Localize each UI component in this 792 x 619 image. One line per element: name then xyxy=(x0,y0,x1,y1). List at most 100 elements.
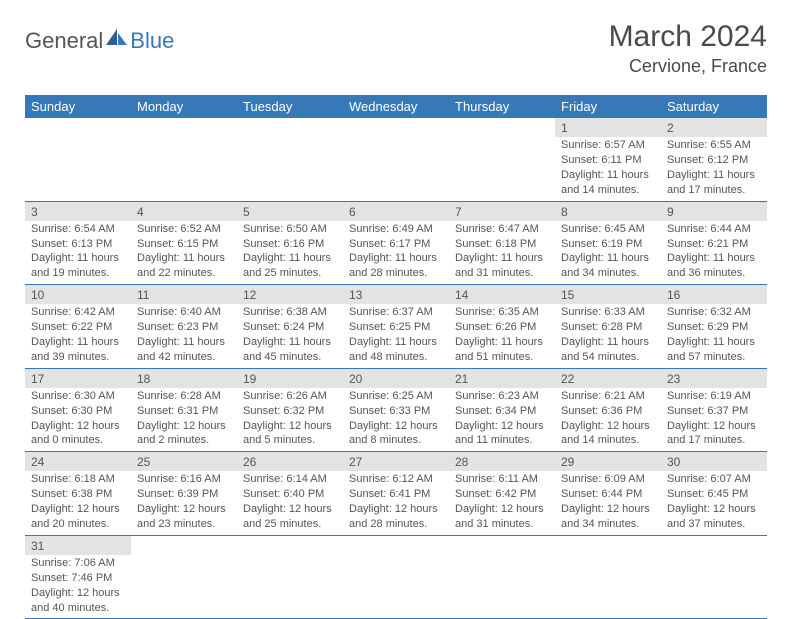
sunset-text: Sunset: 6:38 PM xyxy=(31,487,125,502)
day-number: 30 xyxy=(667,455,680,469)
sunset-text: Sunset: 6:22 PM xyxy=(31,320,125,335)
day-number: 6 xyxy=(349,205,356,219)
day-number-cell xyxy=(343,535,449,555)
day-number: 2 xyxy=(667,121,674,135)
day-number: 24 xyxy=(31,455,44,469)
day-number: 19 xyxy=(243,372,256,386)
sunrise-text: Sunrise: 6:14 AM xyxy=(243,472,337,487)
daylight-text: Daylight: 11 hours xyxy=(349,335,443,350)
day-detail-cell: Sunrise: 6:16 AMSunset: 6:39 PMDaylight:… xyxy=(131,471,237,535)
day-number: 25 xyxy=(137,455,150,469)
day-number: 11 xyxy=(137,288,149,302)
sunset-text: Sunset: 6:36 PM xyxy=(561,404,655,419)
daylight-text: Daylight: 11 hours xyxy=(667,168,761,183)
sunset-text: Sunset: 6:26 PM xyxy=(455,320,549,335)
daylight-text: Daylight: 11 hours xyxy=(31,251,125,266)
daylight-text: Daylight: 11 hours xyxy=(667,335,761,350)
daylight-text: and 14 minutes. xyxy=(561,183,655,198)
weekday-header: Tuesday xyxy=(237,95,343,118)
detail-row: Sunrise: 6:54 AMSunset: 6:13 PMDaylight:… xyxy=(25,221,767,285)
day-number: 26 xyxy=(243,455,256,469)
daylight-text: and 20 minutes. xyxy=(31,517,125,532)
daylight-text: Daylight: 11 hours xyxy=(561,168,655,183)
day-number-cell: 12 xyxy=(237,285,343,305)
daylight-text: and 28 minutes. xyxy=(349,517,443,532)
title-block: March 2024 Cervione, France xyxy=(609,20,767,77)
sunset-text: Sunset: 6:34 PM xyxy=(455,404,549,419)
daylight-text: Daylight: 12 hours xyxy=(243,502,337,517)
daynum-row: 24252627282930 xyxy=(25,452,767,472)
sunset-text: Sunset: 7:46 PM xyxy=(31,571,125,586)
day-detail-cell: Sunrise: 6:21 AMSunset: 6:36 PMDaylight:… xyxy=(555,388,661,452)
detail-row: Sunrise: 6:57 AMSunset: 6:11 PMDaylight:… xyxy=(25,137,767,201)
day-number: 8 xyxy=(561,205,568,219)
calendar-table: Sunday Monday Tuesday Wednesday Thursday… xyxy=(25,95,767,619)
day-number: 21 xyxy=(455,372,468,386)
daylight-text: Daylight: 12 hours xyxy=(349,502,443,517)
day-detail-cell: Sunrise: 6:25 AMSunset: 6:33 PMDaylight:… xyxy=(343,388,449,452)
sunset-text: Sunset: 6:37 PM xyxy=(667,404,761,419)
sunset-text: Sunset: 6:33 PM xyxy=(349,404,443,419)
day-number-cell xyxy=(661,535,767,555)
day-detail-cell: Sunrise: 6:32 AMSunset: 6:29 PMDaylight:… xyxy=(661,304,767,368)
day-detail-cell: Sunrise: 6:23 AMSunset: 6:34 PMDaylight:… xyxy=(449,388,555,452)
daylight-text: and 42 minutes. xyxy=(137,350,231,365)
sunrise-text: Sunrise: 6:12 AM xyxy=(349,472,443,487)
day-detail-cell xyxy=(131,137,237,201)
day-number-cell: 2 xyxy=(661,118,767,137)
daylight-text: and 34 minutes. xyxy=(561,517,655,532)
day-detail-cell: Sunrise: 6:19 AMSunset: 6:37 PMDaylight:… xyxy=(661,388,767,452)
daylight-text: and 11 minutes. xyxy=(455,433,549,448)
day-number-cell: 19 xyxy=(237,368,343,388)
daylight-text: and 22 minutes. xyxy=(137,266,231,281)
sunrise-text: Sunrise: 6:47 AM xyxy=(455,222,549,237)
day-number: 3 xyxy=(31,205,38,219)
daynum-row: 10111213141516 xyxy=(25,285,767,305)
sunset-text: Sunset: 6:29 PM xyxy=(667,320,761,335)
day-number-cell: 29 xyxy=(555,452,661,472)
day-detail-cell: Sunrise: 6:52 AMSunset: 6:15 PMDaylight:… xyxy=(131,221,237,285)
daylight-text: Daylight: 12 hours xyxy=(243,419,337,434)
day-number-cell: 13 xyxy=(343,285,449,305)
day-number: 27 xyxy=(349,455,362,469)
sunrise-text: Sunrise: 6:28 AM xyxy=(137,389,231,404)
location: Cervione, France xyxy=(609,56,767,77)
sunrise-text: Sunrise: 6:16 AM xyxy=(137,472,231,487)
day-number-cell xyxy=(131,535,237,555)
daylight-text: Daylight: 12 hours xyxy=(561,419,655,434)
day-number: 22 xyxy=(561,372,574,386)
weekday-header: Monday xyxy=(131,95,237,118)
daylight-text: and 0 minutes. xyxy=(31,433,125,448)
day-number-cell: 11 xyxy=(131,285,237,305)
daynum-row: 3456789 xyxy=(25,201,767,221)
daylight-text: and 17 minutes. xyxy=(667,183,761,198)
daylight-text: and 37 minutes. xyxy=(667,517,761,532)
daylight-text: Daylight: 11 hours xyxy=(667,251,761,266)
sunrise-text: Sunrise: 6:45 AM xyxy=(561,222,655,237)
day-number-cell: 16 xyxy=(661,285,767,305)
calendar-body: 12 Sunrise: 6:57 AMSunset: 6:11 PMDaylig… xyxy=(25,118,767,619)
day-number: 16 xyxy=(667,288,680,302)
daylight-text: Daylight: 11 hours xyxy=(561,335,655,350)
day-detail-cell: Sunrise: 6:12 AMSunset: 6:41 PMDaylight:… xyxy=(343,471,449,535)
day-number-cell: 27 xyxy=(343,452,449,472)
daylight-text: Daylight: 11 hours xyxy=(137,335,231,350)
sunrise-text: Sunrise: 6:52 AM xyxy=(137,222,231,237)
daylight-text: and 28 minutes. xyxy=(349,266,443,281)
daylight-text: Daylight: 11 hours xyxy=(243,335,337,350)
sunrise-text: Sunrise: 6:57 AM xyxy=(561,138,655,153)
day-detail-cell: Sunrise: 6:42 AMSunset: 6:22 PMDaylight:… xyxy=(25,304,131,368)
daylight-text: Daylight: 12 hours xyxy=(455,419,549,434)
day-number-cell: 17 xyxy=(25,368,131,388)
logo: General Blue xyxy=(25,28,174,54)
daylight-text: Daylight: 12 hours xyxy=(31,419,125,434)
day-number-cell xyxy=(449,118,555,137)
weekday-header: Saturday xyxy=(661,95,767,118)
day-number-cell xyxy=(343,118,449,137)
day-number-cell xyxy=(449,535,555,555)
day-number-cell: 23 xyxy=(661,368,767,388)
day-detail-cell: Sunrise: 6:50 AMSunset: 6:16 PMDaylight:… xyxy=(237,221,343,285)
daylight-text: Daylight: 11 hours xyxy=(455,335,549,350)
sunset-text: Sunset: 6:12 PM xyxy=(667,153,761,168)
day-number: 29 xyxy=(561,455,574,469)
